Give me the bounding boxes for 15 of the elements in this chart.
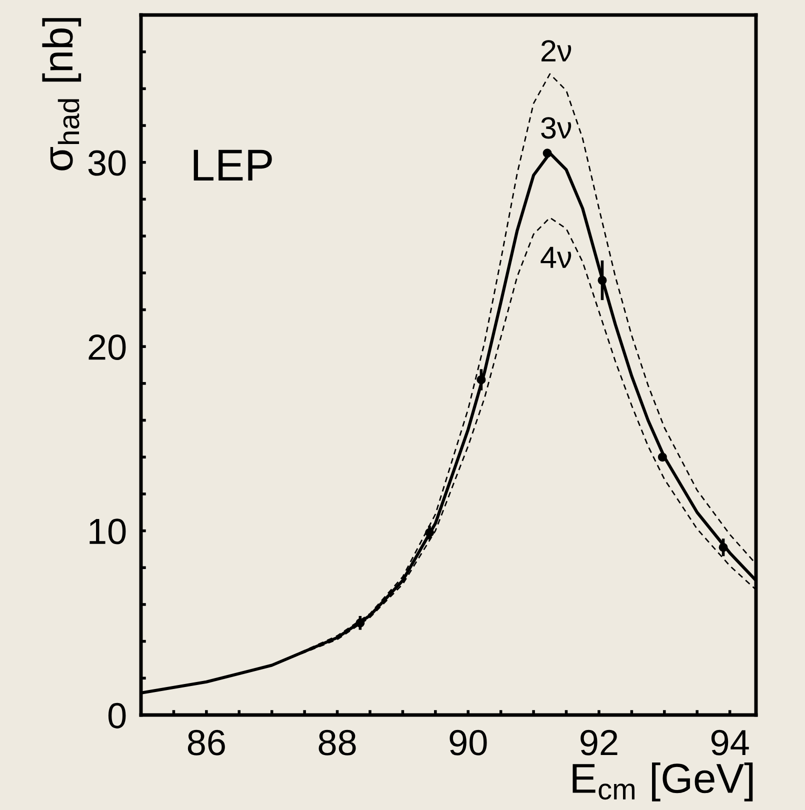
x-tick-label: 90 — [450, 730, 487, 756]
y-tick-label: 10 — [90, 518, 126, 544]
annotation: 4ν — [540, 246, 572, 268]
x-tick-label: 92 — [580, 730, 618, 756]
x-tick-label: 88 — [318, 730, 356, 756]
x-tick-label: 86 — [188, 730, 225, 756]
annotation: LEP — [194, 150, 272, 180]
y-tick-label: 0 — [108, 702, 126, 728]
y-axis-title: σ$_{had}$ [nb] — [42, 18, 82, 170]
x-tick-label: 94 — [711, 730, 749, 756]
x-axis-title: E$_{cm}$ [GeV] — [572, 762, 753, 802]
annotation: 2ν — [542, 40, 572, 62]
annotation: 3ν — [541, 117, 572, 139]
y-tick-label: 30 — [88, 150, 126, 176]
y-tick-label: 20 — [88, 334, 126, 360]
